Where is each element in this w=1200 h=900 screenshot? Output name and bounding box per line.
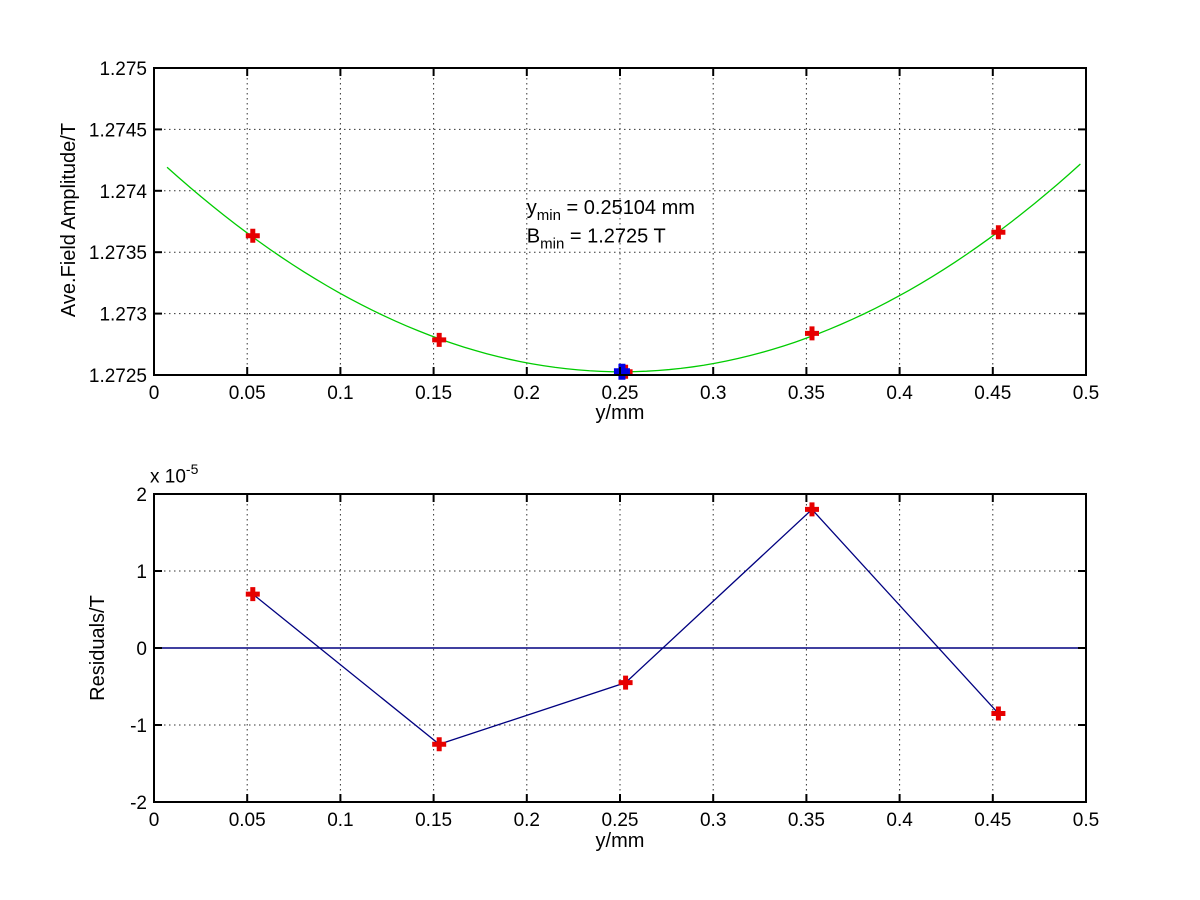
x-tick-label: 0.3	[700, 810, 726, 831]
data-point-marker	[432, 737, 447, 752]
x-tick-labels: 0 0.05 0.1 0.15 0.2 0.25 0.3 0.35 0.4 0.45 0.5	[149, 383, 1100, 404]
scale-exponent: -5	[185, 461, 199, 477]
bottom-y-scale-label: x 10-5	[150, 461, 199, 488]
x-tick-label: 0.25	[602, 383, 639, 404]
x-tick-label: 0.4	[886, 810, 913, 831]
annotation-text: Bmin = 1.2725 T	[527, 225, 666, 252]
residuals-line	[252, 508, 999, 745]
x-tick-label: 0.35	[788, 383, 825, 404]
measured-points-markers	[245, 225, 1006, 379]
y-tick-label: 1	[136, 562, 147, 583]
grid-lines	[154, 494, 1086, 802]
x-tick-label: 0.25	[602, 810, 639, 831]
y-tick-label: 2	[136, 485, 147, 506]
x-tick-label: 0.45	[974, 810, 1011, 831]
fit-minimum-point-markers	[613, 363, 630, 380]
y-tick-label: 1.273	[99, 305, 147, 326]
y-tick-label: -1	[130, 716, 147, 737]
data-point-marker	[245, 587, 260, 602]
y-tick-label: 1.2735	[89, 243, 147, 264]
y-tick-label: 1.2745	[89, 120, 147, 141]
data-point-marker	[245, 228, 260, 243]
top-x-axis-label: y/mm	[595, 402, 645, 424]
data-point-marker	[432, 332, 447, 347]
y-tick-label: 1.2725	[89, 366, 147, 387]
x-tick-label: 0.4	[886, 383, 913, 404]
y-tick-labels: -2 -1 0 1 2	[130, 485, 147, 814]
bottom-plot: 0 0.05 0.1 0.15 0.2 0.25 0.3 0.35 0.4 0.45 0.5 -2 -1…	[130, 485, 1099, 831]
y-tick-labels: 1.2725 1.273 1.2735 1.274 1.2745 1.275	[89, 59, 148, 387]
tick-marks	[154, 68, 1086, 375]
residuals-markers	[245, 502, 1006, 752]
y-tick-label: 1.275	[99, 59, 147, 80]
quadratic-fit-curve	[166, 163, 1081, 373]
x-tick-label: 0.35	[788, 810, 825, 831]
y-tick-label: -2	[130, 793, 147, 814]
x-tick-label: 0.15	[415, 810, 452, 831]
x-tick-label: 0	[149, 383, 160, 404]
tick-marks	[154, 494, 1086, 802]
x-tick-labels: 0 0.05 0.1 0.15 0.2 0.25 0.3 0.35 0.4 0.45 0.5	[149, 810, 1100, 831]
top-plot: 0 0.05 0.1 0.15 0.2 0.25 0.3 0.35 0.4 0.45 0.5 1.27…	[89, 59, 1099, 404]
x-tick-label: 0.5	[1073, 810, 1099, 831]
x-tick-label: 0.45	[974, 383, 1011, 404]
x-tick-label: 0.2	[514, 383, 540, 404]
data-point-marker	[804, 326, 819, 341]
annotation-text: ymin = 0.25104 mm	[527, 197, 695, 224]
x-tick-label: 0.5	[1073, 383, 1099, 404]
y-tick-label: 0	[136, 639, 147, 660]
x-tick-label: 0.1	[327, 383, 353, 404]
scale-mantissa: x 10	[150, 466, 186, 488]
x-tick-label: 0.2	[514, 810, 540, 831]
x-tick-label: 0.15	[415, 383, 452, 404]
grid-lines	[154, 68, 1086, 375]
x-tick-label: 0	[149, 810, 160, 831]
top-y-axis-label: Ave.Field Amplitude/T	[58, 122, 80, 318]
bottom-x-axis-label: y/mm	[595, 830, 645, 852]
y-tick-label: 1.274	[99, 182, 147, 203]
x-tick-label: 0.05	[229, 383, 266, 404]
bottom-y-axis-label: Residuals/T	[87, 595, 109, 701]
x-tick-label: 0.1	[327, 810, 353, 831]
data-point-marker	[991, 225, 1006, 240]
data-point-marker	[991, 706, 1006, 721]
data-point-marker	[804, 502, 819, 517]
data-point-marker	[613, 363, 630, 380]
data-point-marker	[618, 675, 633, 690]
x-tick-label: 0.05	[229, 810, 266, 831]
x-tick-label: 0.3	[700, 383, 726, 404]
